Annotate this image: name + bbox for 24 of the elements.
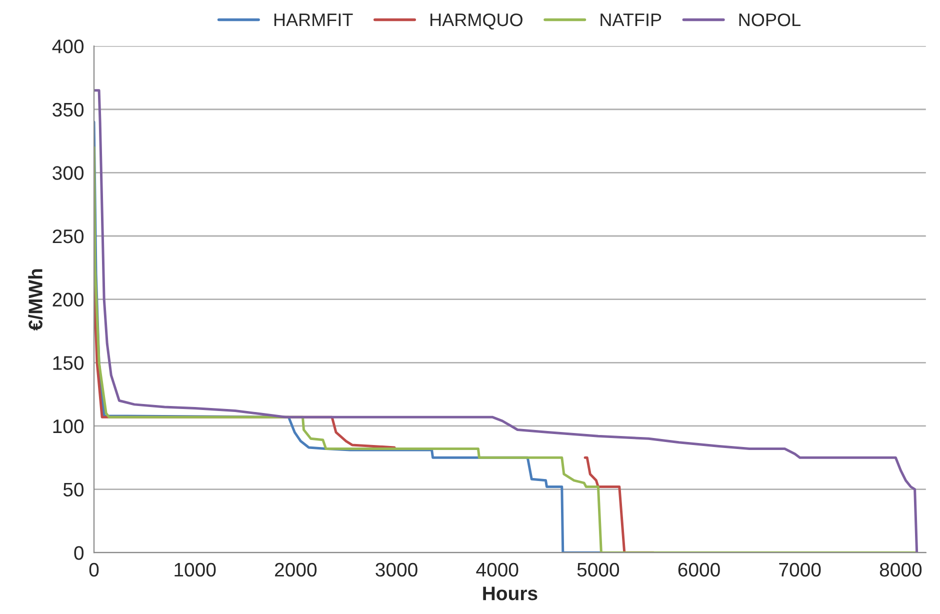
y-tick-label: 0 bbox=[74, 546, 84, 560]
x-tick-label: 3000 bbox=[376, 562, 418, 577]
y-tick-label: 150 bbox=[53, 356, 84, 370]
y-axis-title: €/MWh bbox=[28, 269, 43, 331]
y-tick-label: 250 bbox=[52, 229, 84, 244]
x-tick-label: 7000 bbox=[779, 562, 821, 577]
legend-label: NOPOL bbox=[739, 13, 800, 26]
x-tick-label: 4000 bbox=[476, 562, 518, 577]
x-tick-label: 8000 bbox=[880, 562, 922, 577]
x-tick-label: 5000 bbox=[577, 562, 620, 577]
legend-label: HARMFIT bbox=[274, 14, 353, 26]
y-tick-label: 350 bbox=[52, 102, 84, 117]
y-tick-label: 100 bbox=[53, 419, 84, 434]
x-tick-label: 0 bbox=[89, 562, 99, 577]
x-tick-label: 2000 bbox=[275, 562, 317, 577]
y-tick-label: 200 bbox=[52, 292, 84, 307]
legend-label: HARMQUO bbox=[430, 13, 522, 30]
y-tick-label: 50 bbox=[63, 482, 84, 497]
x-axis-title: Hours bbox=[483, 586, 538, 600]
y-tick-label: 400 bbox=[52, 40, 84, 54]
legend-label: NATFIP bbox=[600, 14, 662, 26]
x-tick-label: 6000 bbox=[678, 562, 720, 577]
y-tick-label: 300 bbox=[52, 166, 84, 180]
x-tick-label: 1000 bbox=[174, 562, 216, 577]
